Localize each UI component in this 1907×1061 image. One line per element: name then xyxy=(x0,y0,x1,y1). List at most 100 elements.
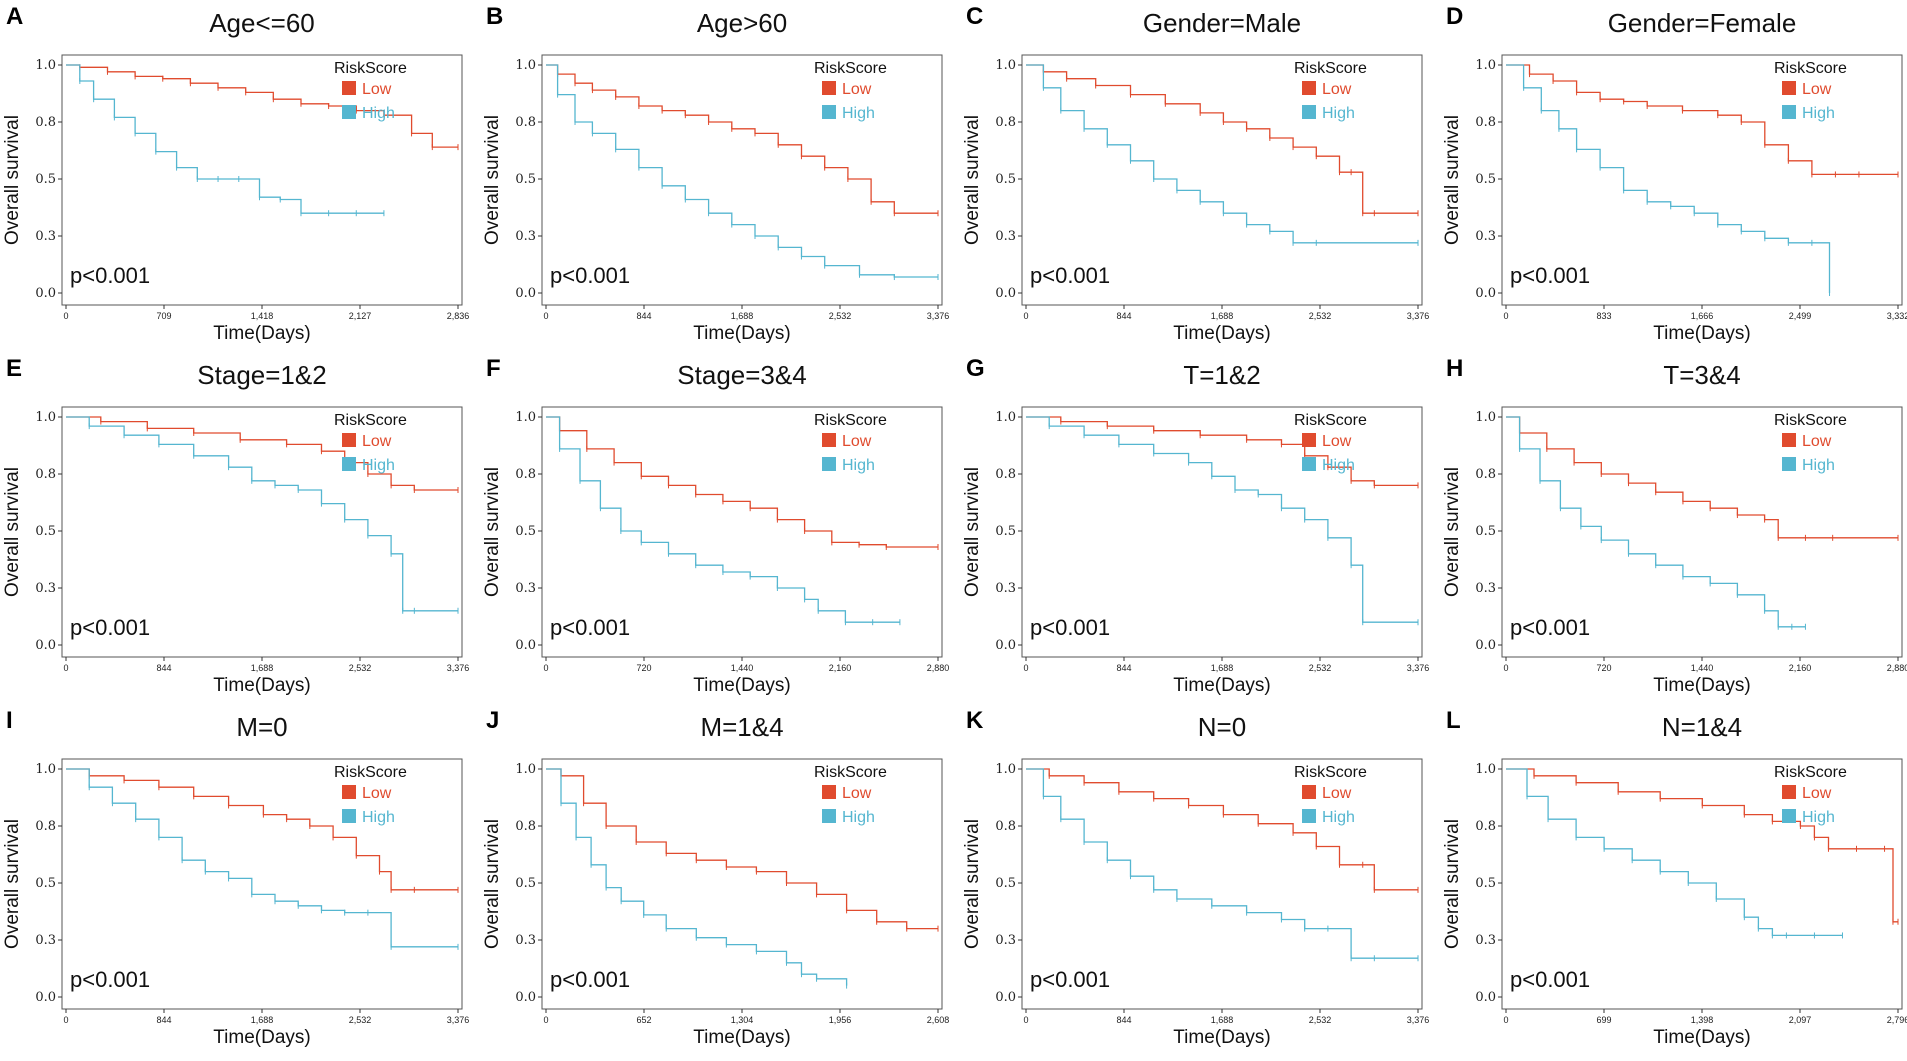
curve-high-l xyxy=(1506,768,1843,937)
legend-label-high-l: High xyxy=(1802,809,1835,826)
legend-title-g: RiskScore xyxy=(1294,412,1367,429)
ytick-label-b-3: 0.8 xyxy=(515,115,536,130)
xtick-label-l-4: 2,796 xyxy=(1887,1015,1907,1025)
legend-title-c: RiskScore xyxy=(1294,60,1367,77)
legend-swatch-low-b xyxy=(822,81,836,95)
x-axis-label-d: Time(Days) xyxy=(1653,323,1750,344)
ytick-label-g-4: 1.0 xyxy=(995,410,1016,425)
xtick-label-j-3: 1,956 xyxy=(829,1015,852,1025)
x-axis-label-h: Time(Days) xyxy=(1653,675,1750,696)
xtick-label-f-4: 2,880 xyxy=(927,663,950,673)
ytick-label-h-3: 0.8 xyxy=(1475,467,1496,482)
legend-title-d: RiskScore xyxy=(1774,60,1847,77)
y-axis-label-h: Overall survival xyxy=(1442,467,1463,597)
ytick-label-a-1: 0.3 xyxy=(35,229,56,244)
p-value-e: p<0.001 xyxy=(70,615,150,640)
p-value-f: p<0.001 xyxy=(550,615,630,640)
xtick-label-h-1: 720 xyxy=(1596,663,1611,673)
panel-title-g: T=1&2 xyxy=(1183,360,1260,390)
p-value-i: p<0.001 xyxy=(70,967,150,992)
panel-title-c: Gender=Male xyxy=(1143,8,1301,38)
xtick-label-g-3: 2,532 xyxy=(1309,663,1332,673)
ytick-label-i-4: 1.0 xyxy=(35,762,56,777)
legend-swatch-high-l xyxy=(1782,809,1796,823)
xtick-label-i-2: 1,688 xyxy=(251,1015,274,1025)
p-value-a: p<0.001 xyxy=(70,263,150,288)
xtick-label-d-0: 0 xyxy=(1503,311,1508,321)
panel-letter-a: A xyxy=(6,3,23,30)
p-value-k: p<0.001 xyxy=(1030,967,1110,992)
curve-low-i xyxy=(66,768,458,891)
legend-swatch-high-a xyxy=(342,105,356,119)
y-axis-label-k: Overall survival xyxy=(962,819,983,949)
x-axis-label-a: Time(Days) xyxy=(213,323,310,344)
ytick-label-f-3: 0.8 xyxy=(515,467,536,482)
panel-letter-b: B xyxy=(486,3,503,30)
legend-swatch-low-j xyxy=(822,785,836,799)
curve-high-c xyxy=(1026,64,1418,244)
xtick-label-b-4: 3,376 xyxy=(927,311,950,321)
xtick-label-d-2: 1,666 xyxy=(1691,311,1714,321)
xtick-label-k-2: 1,688 xyxy=(1211,1015,1234,1025)
p-value-b: p<0.001 xyxy=(550,263,630,288)
ytick-label-h-2: 0.5 xyxy=(1475,524,1496,539)
xtick-label-l-0: 0 xyxy=(1503,1015,1508,1025)
x-axis-label-k: Time(Days) xyxy=(1173,1027,1270,1048)
legend-title-j: RiskScore xyxy=(814,764,887,781)
xtick-label-k-1: 844 xyxy=(1116,1015,1131,1025)
ytick-label-d-3: 0.8 xyxy=(1475,115,1496,130)
p-value-l: p<0.001 xyxy=(1510,967,1590,992)
xtick-label-a-2: 1,418 xyxy=(251,311,274,321)
xtick-label-g-2: 1,688 xyxy=(1211,663,1234,673)
xtick-label-c-2: 1,688 xyxy=(1211,311,1234,321)
ytick-label-d-0: 0.0 xyxy=(1475,286,1496,301)
legend-swatch-high-j xyxy=(822,809,836,823)
legend-title-h: RiskScore xyxy=(1774,412,1847,429)
ytick-label-j-4: 1.0 xyxy=(515,762,536,777)
xtick-label-b-0: 0 xyxy=(543,311,548,321)
panel-letter-d: D xyxy=(1446,3,1463,30)
legend-label-low-g: Low xyxy=(1322,433,1352,450)
legend-swatch-low-e xyxy=(342,433,356,447)
ytick-label-h-1: 0.3 xyxy=(1475,581,1496,596)
xtick-label-e-4: 3,376 xyxy=(447,663,470,673)
xtick-label-j-2: 1,304 xyxy=(731,1015,754,1025)
curve-high-j xyxy=(546,768,848,986)
legend-label-low-e: Low xyxy=(362,433,392,450)
legend-label-low-b: Low xyxy=(842,81,872,98)
x-axis-label-j: Time(Days) xyxy=(693,1027,790,1048)
xtick-label-k-4: 3,376 xyxy=(1407,1015,1430,1025)
xtick-label-a-3: 2,127 xyxy=(349,311,372,321)
p-value-d: p<0.001 xyxy=(1510,263,1590,288)
legend-swatch-low-d xyxy=(1782,81,1796,95)
ytick-label-c-3: 0.8 xyxy=(995,115,1016,130)
legend-swatch-high-e xyxy=(342,457,356,471)
legend-title-a: RiskScore xyxy=(334,60,407,77)
curve-high-e xyxy=(66,416,458,612)
y-axis-label-e: Overall survival xyxy=(2,467,23,597)
legend-swatch-high-k xyxy=(1302,809,1316,823)
curve-high-g xyxy=(1026,416,1418,623)
ytick-label-a-0: 0.0 xyxy=(35,286,56,301)
ytick-label-j-3: 0.8 xyxy=(515,819,536,834)
ytick-label-g-0: 0.0 xyxy=(995,638,1016,653)
x-axis-label-b: Time(Days) xyxy=(693,323,790,344)
legend-label-high-b: High xyxy=(842,105,875,122)
ytick-label-i-2: 0.5 xyxy=(35,876,56,891)
legend-label-high-a: High xyxy=(362,105,395,122)
curve-low-a xyxy=(66,64,458,148)
legend-label-high-g: High xyxy=(1322,457,1355,474)
ytick-label-a-2: 0.5 xyxy=(35,172,56,187)
ytick-label-b-1: 0.3 xyxy=(515,229,536,244)
legend-title-f: RiskScore xyxy=(814,412,887,429)
xtick-label-a-1: 709 xyxy=(156,311,171,321)
curve-low-c xyxy=(1026,64,1418,214)
x-axis-label-e: Time(Days) xyxy=(213,675,310,696)
panel-e: E Stage=1&2 0.0 0.3 0.5 0.8 1.0 0 844 1,688 2,532 3… xyxy=(2,355,469,696)
xtick-label-d-3: 2,499 xyxy=(1789,311,1812,321)
panel-letter-h: H xyxy=(1446,355,1463,382)
legend-label-low-k: Low xyxy=(1322,785,1352,802)
ytick-label-e-4: 1.0 xyxy=(35,410,56,425)
legend-label-low-d: Low xyxy=(1802,81,1832,98)
